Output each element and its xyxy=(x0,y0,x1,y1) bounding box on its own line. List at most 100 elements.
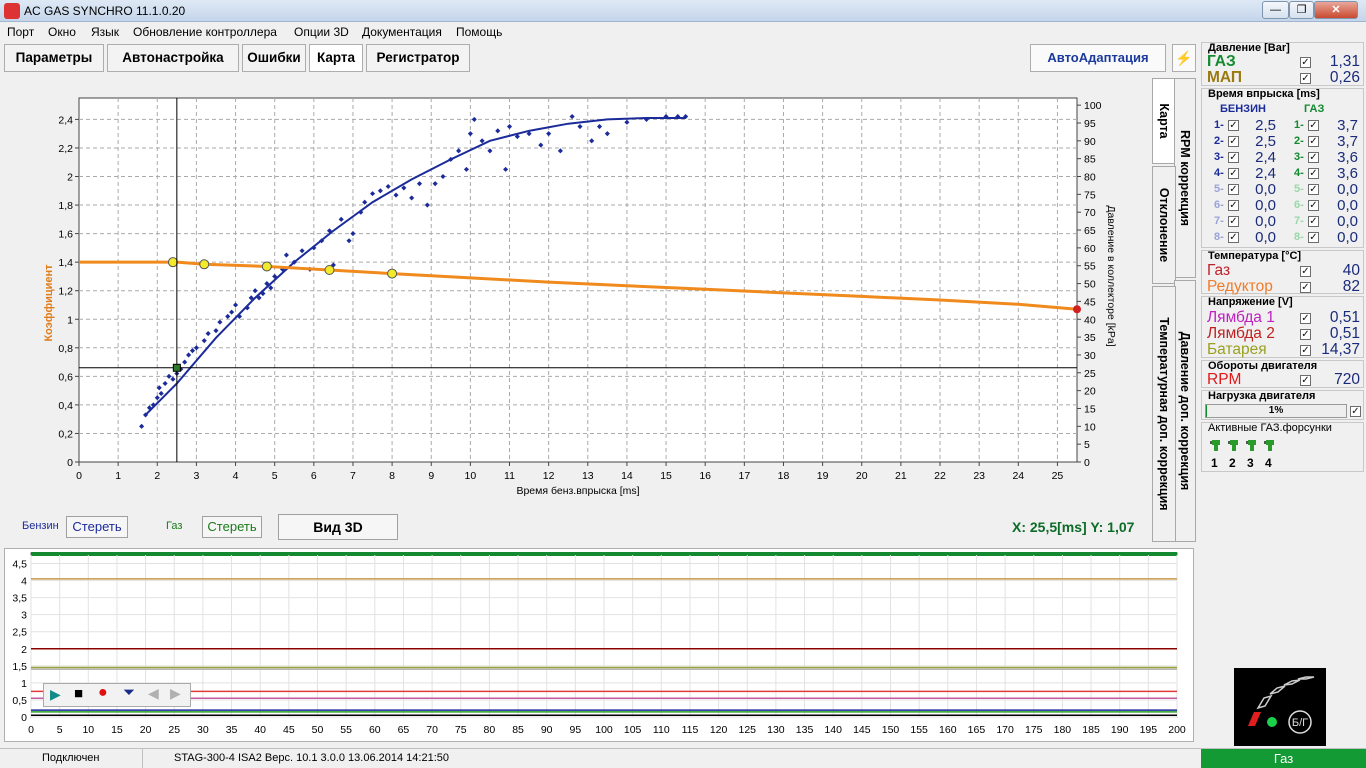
gas-injector-value: 0,0 xyxy=(1337,197,1358,214)
y2-tick-label: 100 xyxy=(1084,100,1102,112)
gas-injector-checkbox[interactable]: ✓ xyxy=(1308,136,1319,147)
load-checkbox[interactable]: ✓ xyxy=(1350,406,1361,417)
minimize-button[interactable]: — xyxy=(1262,1,1289,19)
tab-parameters[interactable]: Параметры xyxy=(4,44,104,72)
menu-documentation[interactable]: Документация xyxy=(362,25,442,39)
petrol-clear-button[interactable]: Стереть xyxy=(66,516,128,538)
prev-icon[interactable]: ◀ xyxy=(148,685,159,701)
gas-injector-checkbox[interactable]: ✓ xyxy=(1308,152,1319,163)
petrol-point xyxy=(229,309,235,315)
title-bar: AC GAS SYNCHRO 11.1.0.20 — ❐ ✕ xyxy=(0,0,1366,22)
y2-tick-label: 0 xyxy=(1084,457,1090,469)
fuel-mode-indicator: Газ xyxy=(1201,749,1366,768)
lambda2-checkbox[interactable]: ✓ xyxy=(1300,329,1311,340)
tab-autotune[interactable]: Автонастройка xyxy=(107,44,239,72)
tab-recorder[interactable]: Регистратор xyxy=(366,44,470,72)
x-tick-label: 17 xyxy=(738,470,750,482)
rpm-checkbox[interactable]: ✓ xyxy=(1300,375,1311,386)
gas-injector-checkbox[interactable]: ✓ xyxy=(1308,232,1319,243)
petrol-injector-checkbox[interactable]: ✓ xyxy=(1228,184,1239,195)
live-x-tick-label: 75 xyxy=(455,724,467,736)
temp-gas-checkbox[interactable]: ✓ xyxy=(1300,266,1311,277)
petrol-injector-number: 8- xyxy=(1214,231,1224,243)
y-axis-label: Коэффициент xyxy=(43,264,55,342)
player-controls: ▶ ■ ● ⏷ ◀ ▶ xyxy=(43,683,191,707)
gas-injector-checkbox[interactable]: ✓ xyxy=(1308,168,1319,179)
menu-window[interactable]: Окно xyxy=(48,25,76,39)
petrol-point xyxy=(156,385,162,391)
close-button[interactable]: ✕ xyxy=(1314,1,1358,19)
y-tick-label: 1,2 xyxy=(58,286,73,298)
temp-reducer-checkbox[interactable]: ✓ xyxy=(1300,282,1311,293)
y2-tick-label: 85 xyxy=(1084,154,1096,166)
vtab-rpm-correction[interactable]: RPM коррекция xyxy=(1174,78,1196,278)
petrol-injector-checkbox[interactable]: ✓ xyxy=(1228,168,1239,179)
tab-map[interactable]: Карта xyxy=(309,44,363,72)
app-icon xyxy=(4,3,20,19)
active-injector-number: 4 xyxy=(1265,456,1272,470)
petrol-injector-checkbox[interactable]: ✓ xyxy=(1228,136,1239,147)
map-pressure-checkbox[interactable]: ✓ xyxy=(1300,73,1311,84)
tab-errors[interactable]: Ошибки xyxy=(242,44,306,72)
menu-port[interactable]: Порт xyxy=(7,25,35,39)
restore-button[interactable]: ❐ xyxy=(1289,1,1314,19)
stop-icon[interactable]: ■ xyxy=(74,685,84,702)
y2-tick-label: 70 xyxy=(1084,207,1096,219)
battery-checkbox[interactable]: ✓ xyxy=(1300,345,1311,356)
vtab-temperature-correction[interactable]: Температурная доп. коррекция xyxy=(1152,286,1176,542)
menu-update[interactable]: Обновление контроллера xyxy=(133,25,277,39)
petrol-injector-checkbox[interactable]: ✓ xyxy=(1228,232,1239,243)
side-panel-toggle-icon[interactable]: ⚡ xyxy=(1172,44,1196,72)
x-tick-label: 14 xyxy=(621,470,633,482)
menu-help[interactable]: Помощь xyxy=(456,25,503,39)
gas-injector-checkbox[interactable]: ✓ xyxy=(1308,184,1319,195)
gas-pressure-checkbox[interactable]: ✓ xyxy=(1300,57,1311,68)
petrol-injector-checkbox[interactable]: ✓ xyxy=(1228,152,1239,163)
x-tick-label: 11 xyxy=(504,470,515,482)
y-tick-label: 0,4 xyxy=(58,400,73,412)
gas-map-line xyxy=(79,260,1078,311)
next-icon[interactable]: ▶ xyxy=(170,685,181,701)
petrol-injector-value: 2,4 xyxy=(1255,149,1276,166)
gas-map-node xyxy=(261,261,272,272)
live-x-tick-label: 40 xyxy=(254,724,266,736)
map-chart[interactable]: 0 1 2 3 4 5 6 7 8 9 10 11 12 13 14 15 16 17 18 19 20 21 22 23 24… xyxy=(4,76,1152,542)
petrol-injector-value: 0,0 xyxy=(1255,213,1276,230)
menu-language[interactable]: Язык xyxy=(91,25,120,39)
lambda1-checkbox[interactable]: ✓ xyxy=(1300,313,1311,324)
map-chart-panel[interactable]: 0 1 2 3 4 5 6 7 8 9 10 11 12 13 14 15 16 17 18 19 20 21 22 23 24… xyxy=(4,76,1152,542)
y2-tick-label: 15 xyxy=(1084,403,1096,415)
x-tick-label: 15 xyxy=(660,470,672,482)
petrol-injector-checkbox[interactable]: ✓ xyxy=(1228,200,1239,211)
gas-injector-checkbox[interactable]: ✓ xyxy=(1308,216,1319,227)
gas-injector-value: 3,6 xyxy=(1337,149,1358,166)
petrol-injector-number: 2- xyxy=(1214,135,1224,147)
gas-injector-checkbox[interactable]: ✓ xyxy=(1308,200,1319,211)
y-tick-label: 1,4 xyxy=(58,257,73,269)
petrol-injector-checkbox[interactable]: ✓ xyxy=(1228,120,1239,131)
gas-clear-button[interactable]: Стереть xyxy=(202,516,262,538)
vtab-deviation[interactable]: Отклонение xyxy=(1152,166,1176,284)
record-icon[interactable]: ● xyxy=(98,684,108,701)
y-tick-label: 2,2 xyxy=(58,143,73,155)
live-x-tick-label: 15 xyxy=(111,724,123,736)
petrol-point xyxy=(252,288,258,294)
download-icon[interactable]: ⏷ xyxy=(123,684,136,701)
vtab-map[interactable]: Карта xyxy=(1152,78,1176,164)
play-icon[interactable]: ▶ xyxy=(50,686,61,702)
y-tick-label: 0,2 xyxy=(58,428,73,440)
autoadaptation-button[interactable]: АвтоАдаптация xyxy=(1030,44,1166,72)
fuel-switch-icon[interactable]: Б/Г xyxy=(1234,668,1326,746)
vtab-pressure-correction[interactable]: Давление доп. коррекция xyxy=(1174,280,1196,542)
petrol-point xyxy=(467,131,473,137)
menu-3d-options[interactable]: Опции 3D xyxy=(294,25,349,39)
view-3d-button[interactable]: Вид 3D xyxy=(278,514,398,540)
load-group: Нагрузка двигателя 1% ✓ xyxy=(1201,390,1364,420)
petrol-injector-checkbox[interactable]: ✓ xyxy=(1228,216,1239,227)
petrol-injector-value: 2,4 xyxy=(1255,165,1276,182)
gas-injector-checkbox[interactable]: ✓ xyxy=(1308,120,1319,131)
plot-area xyxy=(78,97,1078,463)
x-tick-label: 16 xyxy=(699,470,711,482)
temperature-group: Температура [°C] Газ ✓ 40 Редуктор ✓ 82 xyxy=(1201,250,1364,295)
